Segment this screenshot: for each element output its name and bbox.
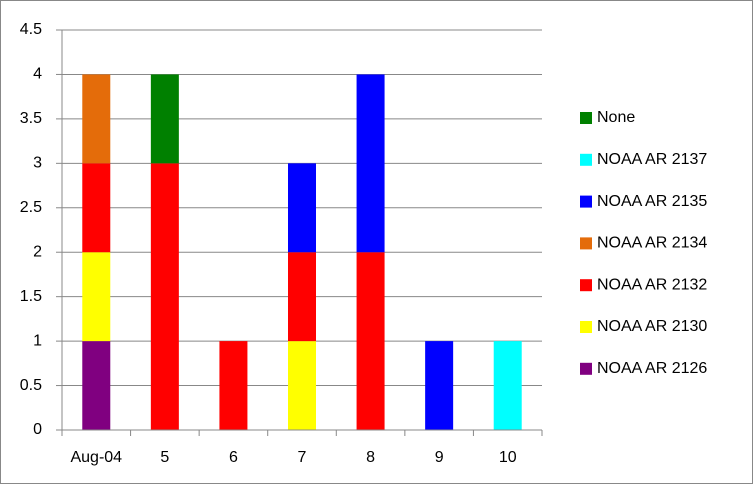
bar-segment: [356, 252, 385, 430]
y-tick-label: 2: [33, 243, 42, 260]
legend-swatch: [580, 362, 592, 375]
bar-segment: [288, 341, 316, 430]
bar-segment: [493, 341, 522, 430]
legend-label: NOAA AR 2135: [597, 193, 707, 210]
bar-segment: [425, 341, 454, 430]
legend-swatch: [580, 279, 592, 292]
y-tick-label: 4: [33, 66, 42, 83]
bar-segment: [82, 74, 111, 164]
bar-segment: [82, 341, 111, 430]
legend-label: NOAA AR 2137: [597, 151, 707, 168]
legend-label: NOAA AR 2126: [597, 360, 707, 377]
bar-segment: [82, 252, 111, 342]
legend-label: NOAA AR 2132: [597, 276, 707, 293]
legend-swatch: [580, 153, 592, 166]
legend-swatch: [580, 112, 592, 124]
y-tick-label: 3.5: [20, 110, 42, 127]
bar-segment: [150, 163, 179, 431]
bar-segment: [219, 341, 248, 430]
y-tick-label: 3: [33, 155, 42, 172]
legend-swatch: [580, 321, 592, 333]
x-tick-label: 8: [366, 449, 375, 466]
bar-segment: [356, 74, 385, 253]
y-tick-label: 0: [33, 421, 42, 438]
x-tick-label: Aug-04: [70, 449, 122, 466]
y-tick-label: 1.5: [20, 288, 42, 305]
legend-swatch: [580, 195, 592, 208]
x-tick-label: 10: [499, 449, 517, 466]
y-tick-label: 0.5: [20, 377, 42, 394]
y-tick-label: 4.5: [20, 21, 42, 38]
x-tick-label: 6: [229, 449, 238, 466]
legend-label: None: [597, 109, 635, 126]
x-tick-label: 5: [160, 449, 169, 466]
legend-swatch: [580, 237, 592, 250]
bar-segment: [288, 252, 316, 342]
bar-segment: [150, 74, 179, 164]
bar-segment: [288, 163, 316, 253]
bar-segment: [82, 163, 111, 253]
x-tick-label: 9: [435, 449, 444, 466]
y-tick-label: 1: [33, 332, 42, 349]
legend-label: NOAA AR 2134: [597, 235, 707, 252]
legend-label: NOAA AR 2130: [597, 318, 707, 335]
y-tick-label: 2.5: [20, 199, 42, 216]
x-tick-label: 7: [298, 449, 307, 466]
